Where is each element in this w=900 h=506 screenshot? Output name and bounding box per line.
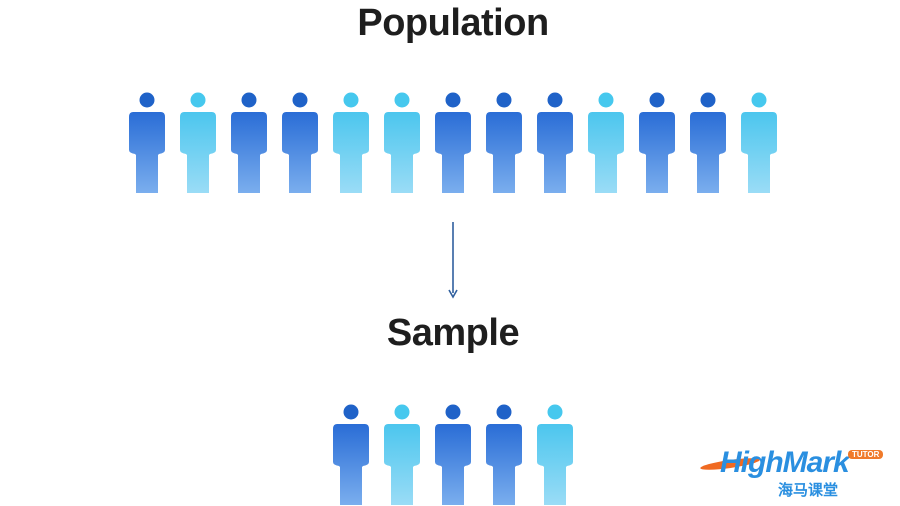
person-head <box>292 92 308 108</box>
sample-person-light <box>537 404 573 505</box>
logo-chinese: 海马课堂 <box>778 482 839 499</box>
person-head <box>547 404 563 420</box>
population-person-dark <box>486 92 522 193</box>
person-body <box>690 112 726 193</box>
person-head <box>343 404 359 420</box>
highmark-logo: HighMark TUTOR 海马课堂 <box>699 446 896 502</box>
person-body <box>435 112 471 193</box>
person-body <box>282 112 318 193</box>
person-body <box>486 112 522 193</box>
person-head <box>649 92 665 108</box>
person-body <box>537 424 573 505</box>
person-body <box>384 424 420 505</box>
person-body <box>180 112 216 193</box>
population-title: Population <box>357 2 549 44</box>
population-person-dark <box>537 92 573 193</box>
person-head <box>751 92 767 108</box>
person-head <box>445 92 461 108</box>
person-body <box>741 112 777 193</box>
person-head <box>190 92 206 108</box>
person-head <box>343 92 359 108</box>
person-body <box>231 112 267 193</box>
population-person-dark <box>231 92 267 193</box>
person-head <box>445 404 461 420</box>
arrow-head-icon <box>448 289 458 299</box>
sample-person-dark <box>486 404 522 505</box>
sample-title: Sample <box>386 312 520 354</box>
person-head <box>547 92 563 108</box>
population-person-dark <box>690 92 726 193</box>
person-head <box>394 92 410 108</box>
sample-person-dark <box>333 404 369 505</box>
population-person-dark <box>435 92 471 193</box>
population-person-light <box>180 92 216 193</box>
logo-text: HighMark <box>720 446 850 479</box>
person-head <box>139 92 155 108</box>
population-person-light <box>588 92 624 193</box>
person-body <box>537 112 573 193</box>
person-head <box>394 404 410 420</box>
person-body <box>486 424 522 505</box>
person-body <box>588 112 624 193</box>
person-body <box>333 112 369 193</box>
person-body <box>129 112 165 193</box>
sample-person-dark <box>435 404 471 505</box>
population-person-light <box>384 92 420 193</box>
person-body <box>333 424 369 505</box>
person-head <box>496 404 512 420</box>
population-person-light <box>741 92 777 193</box>
population-person-light <box>333 92 369 193</box>
population-person-dark <box>282 92 318 193</box>
person-head <box>700 92 716 108</box>
population-person-dark <box>639 92 675 193</box>
person-head <box>241 92 257 108</box>
logo-badge: TUTOR <box>848 450 884 459</box>
person-head <box>496 92 512 108</box>
person-head <box>598 92 614 108</box>
sample-person-light <box>384 404 420 505</box>
population-person-dark <box>129 92 165 193</box>
person-body <box>639 112 675 193</box>
person-body <box>384 112 420 193</box>
person-body <box>435 424 471 505</box>
